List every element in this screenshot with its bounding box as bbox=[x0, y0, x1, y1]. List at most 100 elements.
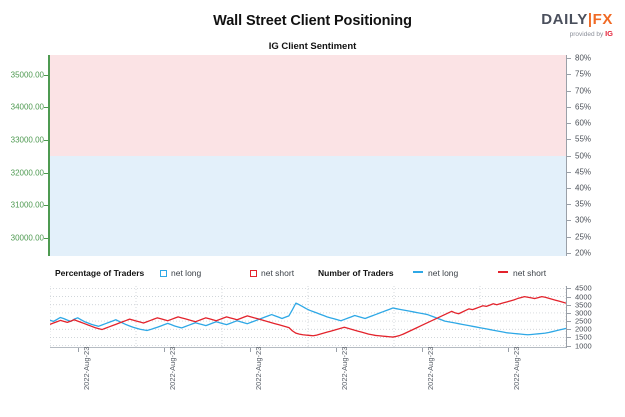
left-axis-tick-label: 32000.00 bbox=[10, 168, 44, 178]
left-axis-tick-label: 33000.00 bbox=[10, 135, 44, 145]
right-axis-tick-mark bbox=[567, 204, 571, 206]
right-axis-tick-label: 65% bbox=[575, 102, 592, 112]
right-axis-tick-label: 50% bbox=[575, 151, 592, 160]
x-axis-tick-label: 2022-Aug-23 bbox=[82, 346, 91, 390]
left-axis-tick-label: 30000.00 bbox=[10, 233, 44, 243]
legend-item-pct-net-short[interactable]: net short bbox=[250, 268, 294, 278]
band-above-fifty-percent bbox=[50, 55, 566, 156]
left-axis-tick-mark bbox=[44, 172, 48, 174]
vol-axis-tick-label: 2500 bbox=[575, 316, 592, 326]
logo-provider-line: provided by IG bbox=[541, 30, 613, 39]
legend-swatch-pct-net-short bbox=[250, 270, 257, 277]
x-axis-tick-mark bbox=[164, 348, 165, 352]
x-axis-tick-mark bbox=[78, 348, 79, 352]
vol-axis-tick-label: 4500 bbox=[575, 283, 592, 293]
legend-swatch-num-net-short bbox=[498, 271, 508, 273]
left-axis-tick-mark bbox=[44, 107, 48, 109]
right-axis-tick-mark bbox=[567, 58, 571, 60]
right-axis-tick-label: 70% bbox=[575, 86, 592, 96]
right-axis-tick-mark bbox=[567, 252, 571, 254]
vol-axis-tick-label: 1000 bbox=[575, 341, 592, 351]
right-axis-tick-mark bbox=[567, 236, 571, 238]
logo-provided-by-text: provided by bbox=[569, 31, 604, 38]
logo-ig-text: IG bbox=[605, 29, 613, 38]
vol-axis-tick-label: 3500 bbox=[575, 300, 592, 310]
vol-axis-tick-mark bbox=[567, 296, 571, 298]
legend-swatch-pct-net-long bbox=[160, 270, 167, 277]
legend-label-num-net-long: net long bbox=[428, 268, 459, 278]
vol-axis-tick-label: 4000 bbox=[575, 292, 592, 302]
legend-swatch-num-net-long bbox=[413, 271, 423, 273]
right-axis-tick-label: 75% bbox=[575, 69, 592, 79]
right-axis-tick-label: 30% bbox=[575, 215, 592, 225]
number-of-traders-plot[interactable] bbox=[50, 286, 566, 348]
right-axis-tick-label: 55% bbox=[575, 134, 592, 144]
right-axis-tick-mark bbox=[567, 220, 571, 222]
logo-divider-icon: | bbox=[587, 11, 593, 28]
left-axis-tick-mark bbox=[44, 74, 48, 76]
series-num-net-short bbox=[50, 295, 566, 338]
x-axis-tick-label: 2022-Aug-23 bbox=[512, 346, 521, 390]
legend-group-number-of-traders: Number of Traders bbox=[318, 268, 394, 278]
logo-daily-text: DAILY bbox=[541, 11, 588, 28]
main-price-sentiment-plot[interactable] bbox=[50, 55, 566, 256]
vol-axis-tick-mark bbox=[567, 329, 571, 331]
vol-axis-tick-mark bbox=[567, 312, 571, 314]
x-axis-tick-label: 2022-Aug-23 bbox=[254, 346, 263, 390]
right-axis-tick-mark bbox=[567, 155, 571, 157]
right-axis-tick-mark bbox=[567, 106, 571, 108]
dailyfx-logo: DAILY|FX provided by IG bbox=[541, 12, 613, 39]
right-axis-line bbox=[566, 55, 567, 256]
vol-plot-canvas bbox=[50, 286, 566, 348]
right-axis-tick-mark bbox=[567, 187, 571, 189]
legend-item-num-net-long[interactable]: net long bbox=[413, 268, 458, 278]
vol-axis-tick-mark bbox=[567, 337, 571, 339]
right-axis-tick-label: 25% bbox=[575, 232, 592, 242]
vol-axis-tick-mark bbox=[567, 304, 571, 306]
legend-item-pct-net-long[interactable]: net long bbox=[160, 268, 201, 278]
right-axis-tick-mark bbox=[567, 123, 571, 125]
vol-axis-tick-mark bbox=[567, 321, 571, 323]
vol-right-axis-line bbox=[566, 286, 567, 348]
vol-axis-tick-label: 3000 bbox=[575, 308, 592, 318]
right-axis-tick-label: 60% bbox=[575, 118, 592, 128]
right-axis-tick-label: 20% bbox=[575, 248, 592, 258]
x-axis-tick-label: 2022-Aug-23 bbox=[168, 346, 177, 390]
left-axis-tick-mark bbox=[44, 205, 48, 207]
right-axis-tick-label: 40% bbox=[575, 183, 592, 193]
left-axis-tick-label: 35000.00 bbox=[10, 70, 44, 80]
legend-item-num-net-short[interactable]: net short bbox=[498, 268, 546, 278]
left-axis-tick-mark bbox=[44, 139, 48, 141]
legend-label-num-net-short: net short bbox=[513, 268, 547, 278]
x-axis-tick-label: 2022-Aug-23 bbox=[426, 346, 435, 390]
right-axis-tick-mark bbox=[567, 90, 571, 92]
left-axis-tick-label: 34000.00 bbox=[10, 102, 44, 112]
chart-legend: Percentage of Traders net long net short… bbox=[50, 266, 566, 280]
vol-axis-tick-mark bbox=[567, 345, 571, 347]
vol-axis-tick-label: 2000 bbox=[575, 324, 592, 334]
right-axis-tick-label: 45% bbox=[575, 167, 592, 177]
left-axis-tick-mark bbox=[44, 238, 48, 240]
legend-label-pct-net-long: net long bbox=[171, 268, 202, 278]
legend-label-pct-net-short: net short bbox=[261, 268, 295, 278]
x-axis-tick-mark bbox=[336, 348, 337, 352]
legend-group-percentage-of-traders: Percentage of Traders bbox=[55, 268, 145, 278]
left-axis-line bbox=[48, 55, 50, 256]
logo-wordmark: DAILY|FX bbox=[541, 12, 613, 27]
left-axis-tick-label: 31000.00 bbox=[10, 200, 44, 210]
vol-axis-tick-mark bbox=[567, 288, 571, 290]
x-axis-tick-label: 2022-Aug-23 bbox=[340, 346, 349, 390]
right-axis-tick-label: 80% bbox=[575, 53, 592, 63]
band-below-fifty-percent bbox=[50, 155, 566, 256]
right-axis-tick-mark bbox=[567, 139, 571, 141]
vol-axis-tick-label: 1500 bbox=[575, 332, 592, 342]
series-num-net-long bbox=[50, 302, 566, 336]
x-axis-tick-mark bbox=[422, 348, 423, 352]
logo-fx-text: FX bbox=[592, 11, 613, 28]
x-axis-tick-mark bbox=[508, 348, 509, 352]
right-axis-tick-label: 35% bbox=[575, 199, 592, 209]
x-axis-tick-mark bbox=[250, 348, 251, 352]
right-axis-tick-mark bbox=[567, 74, 571, 76]
page-title: Wall Street Client Positioning bbox=[213, 13, 412, 29]
